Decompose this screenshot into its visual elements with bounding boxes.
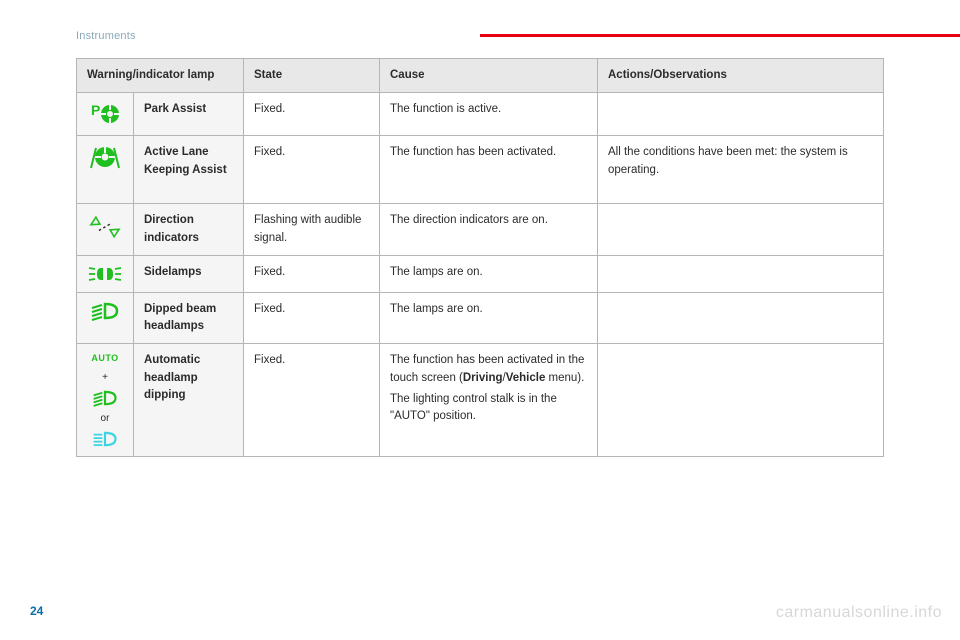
main-beam-icon	[91, 430, 119, 448]
lamp-actions	[598, 292, 884, 344]
lamp-cause: The lamps are on.	[380, 292, 598, 344]
lamp-cause: The direction indicators are on.	[380, 204, 598, 256]
cause-bold: Vehicle	[506, 372, 546, 384]
header-actions: Actions/Observations	[598, 59, 884, 93]
icon-cell: P	[77, 93, 134, 136]
breadcrumb: Instruments	[76, 30, 136, 42]
lamp-actions	[598, 255, 884, 292]
dipped-beam-icon	[89, 301, 121, 321]
dipped-beam-icon	[91, 389, 119, 407]
page-container: Instruments Warning/indicator lamp State…	[0, 0, 960, 640]
svg-text:P: P	[91, 102, 100, 118]
lamp-state: Fixed.	[244, 255, 380, 292]
lamp-actions	[598, 344, 884, 457]
page-number: 24	[30, 604, 43, 618]
lamp-state: Flashing with audible signal.	[244, 204, 380, 256]
header-lamp: Warning/indicator lamp	[77, 59, 244, 93]
header-state: State	[244, 59, 380, 93]
cause-text: The lighting control stalk is in the "AU…	[390, 393, 557, 422]
lamp-name: Direction indicators	[134, 204, 244, 256]
lamp-name: Park Assist	[134, 93, 244, 136]
park-assist-icon: P	[88, 101, 122, 127]
header-cause: Cause	[380, 59, 598, 93]
or-label: or	[101, 411, 110, 426]
lamp-name: Sidelamps	[134, 255, 244, 292]
table-row: Active Lane Keeping Assist Fixed. The fu…	[77, 136, 884, 204]
plus-label: +	[102, 370, 108, 385]
sidelamps-icon	[87, 264, 123, 284]
indicator-table: Warning/indicator lamp State Cause Actio…	[76, 58, 884, 457]
lamp-state: Fixed.	[244, 292, 380, 344]
lamp-name: Automatic headlamp dipping	[134, 344, 244, 457]
icon-cell	[77, 255, 134, 292]
cause-bold: Driving	[463, 372, 503, 384]
table-row: AUTO + or	[77, 344, 884, 457]
lamp-state: Fixed.	[244, 136, 380, 204]
lamp-cause: The function is active.	[380, 93, 598, 136]
table-row: Dipped beam headlamps Fixed. The lamps a…	[77, 292, 884, 344]
lamp-state: Fixed.	[244, 93, 380, 136]
lamp-cause: The function has been activated.	[380, 136, 598, 204]
lamp-cause: The function has been activated in the t…	[380, 344, 598, 457]
lane-keeping-icon	[90, 144, 120, 170]
icon-cell: AUTO + or	[77, 344, 134, 457]
table-row: Direction indicators Flashing with audib…	[77, 204, 884, 256]
table-header-row: Warning/indicator lamp State Cause Actio…	[77, 59, 884, 93]
icon-cell	[77, 292, 134, 344]
icon-cell	[77, 136, 134, 204]
cause-text: menu).	[545, 372, 584, 384]
header-red-bar	[480, 34, 960, 37]
lamp-actions	[598, 93, 884, 136]
lamp-state: Fixed.	[244, 344, 380, 457]
lamp-actions	[598, 204, 884, 256]
table-row: P Park Assist Fixed. The function is act…	[77, 93, 884, 136]
icon-cell	[77, 204, 134, 256]
lamp-name: Dipped beam headlamps	[134, 292, 244, 344]
watermark: carmanualsonline.info	[776, 604, 942, 622]
lamp-cause: The lamps are on.	[380, 255, 598, 292]
direction-indicators-icon	[88, 212, 122, 242]
table-row: Sidelamps Fixed. The lamps are on.	[77, 255, 884, 292]
auto-label: AUTO	[91, 352, 118, 366]
lamp-name: Active Lane Keeping Assist	[134, 136, 244, 204]
lamp-actions: All the conditions have been met: the sy…	[598, 136, 884, 204]
